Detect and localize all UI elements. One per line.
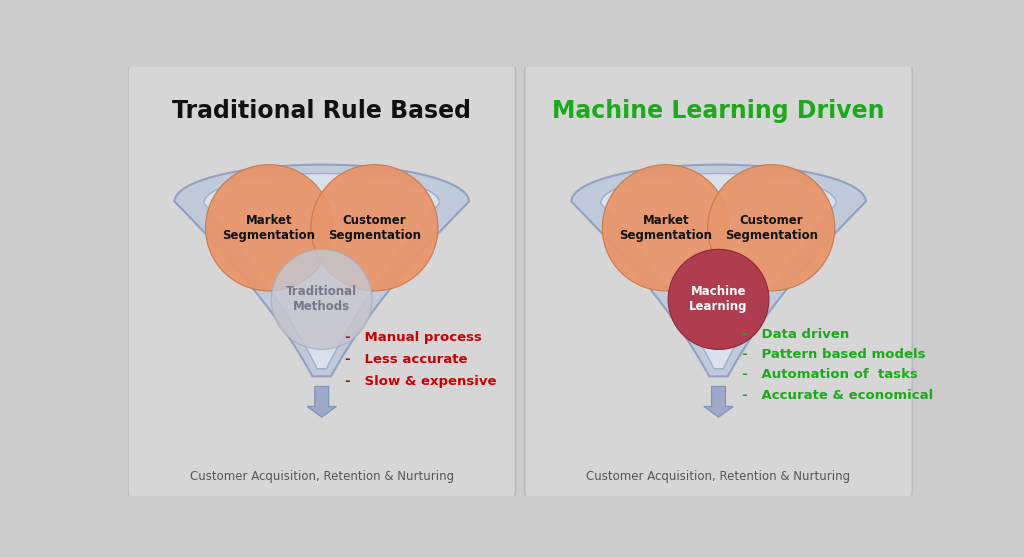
FancyBboxPatch shape [128,60,515,502]
Text: -   Automation of  tasks: - Automation of tasks [741,368,918,382]
Polygon shape [204,174,439,369]
Text: Traditional Rule Based: Traditional Rule Based [172,99,471,123]
Text: -   Pattern based models: - Pattern based models [741,348,926,361]
Polygon shape [307,387,337,417]
Text: -   Slow & expensive: - Slow & expensive [345,374,497,388]
Text: -   Accurate & economical: - Accurate & economical [741,389,933,402]
Text: -   Data driven: - Data driven [741,328,849,340]
Circle shape [311,165,438,291]
Text: Customer
Segmentation: Customer Segmentation [328,214,421,242]
Text: Machine
Learning: Machine Learning [689,285,748,314]
Text: Traditional
Methods: Traditional Methods [286,285,357,314]
FancyBboxPatch shape [524,60,912,502]
Text: Customer
Segmentation: Customer Segmentation [725,214,818,242]
Text: Customer Acquisition, Retention & Nurturing: Customer Acquisition, Retention & Nurtur… [587,470,851,483]
Text: Machine Learning Driven: Machine Learning Driven [552,99,885,123]
Circle shape [708,165,835,291]
Polygon shape [601,174,837,369]
Text: -   Manual process: - Manual process [345,331,482,344]
Text: Market
Segmentation: Market Segmentation [222,214,315,242]
Circle shape [206,165,333,291]
Circle shape [669,250,769,349]
Circle shape [271,250,372,349]
Text: Customer Acquisition, Retention & Nurturing: Customer Acquisition, Retention & Nurtur… [189,470,454,483]
Circle shape [602,165,729,291]
Polygon shape [571,165,866,377]
Polygon shape [174,165,469,377]
Text: Market
Segmentation: Market Segmentation [620,214,713,242]
Text: -   Less accurate: - Less accurate [345,353,468,366]
Polygon shape [703,387,733,417]
